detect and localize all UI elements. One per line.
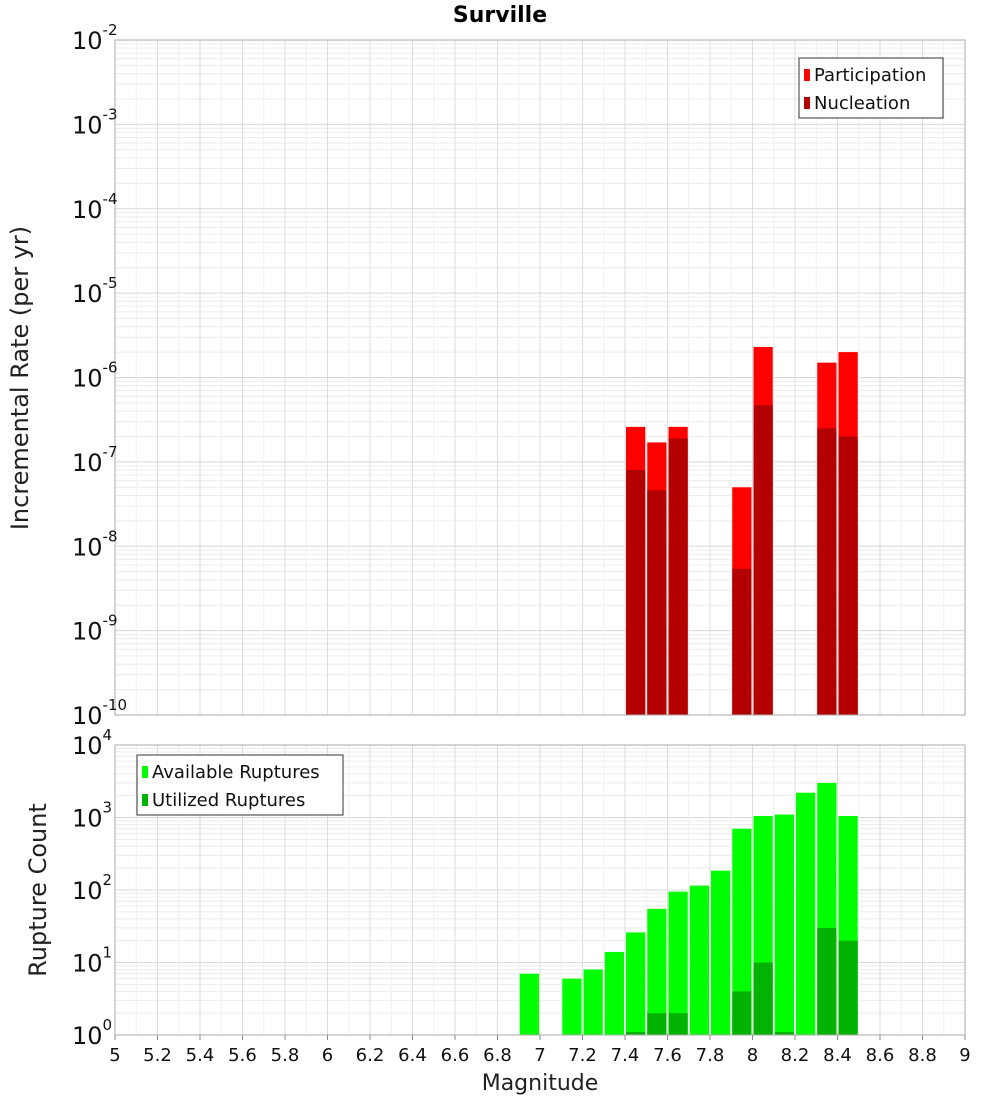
y-tick-label: 10-5 [72,274,118,308]
bar-utilized-ruptures [732,991,752,1035]
legend-box [798,57,944,119]
legend-label: Nucleation [814,93,910,114]
count-y-ticks: 100 101 102 103 104 [72,726,112,1050]
x-tick-label: 6.6 [441,1045,470,1066]
x-tick-label: 7.2 [568,1045,597,1066]
y-tick-label: 101 [72,944,112,978]
bar-nucleation [753,405,773,715]
x-axis-label: Magnitude [482,1071,599,1096]
bar-utilized-ruptures [838,940,858,1035]
legend-label: Participation [814,65,926,86]
bar-nucleation [732,568,752,715]
bar-nucleation [838,436,858,715]
y-tick-label: 10-4 [72,190,118,224]
legend-label: Utilized Ruptures [152,790,305,811]
x-tick-label: 7.8 [696,1045,725,1066]
bar-available-ruptures [626,932,646,1035]
bar-utilized-ruptures [817,927,837,1035]
bar-available-ruptures [689,885,709,1035]
bar-available-ruptures [732,828,752,1035]
x-tick-label: 6.8 [483,1045,512,1066]
count-y-axis-label: Rupture Count [24,803,52,977]
rate-bars [626,346,858,715]
magnitude-x-ticks: 5 5.2 5.4 5.6 5.8 6 6.2 6.4 6.6 6.8 7 7.2 7.4 7.6 7.8 8… [109,1035,971,1066]
x-tick-label: 7.4 [611,1045,640,1066]
x-tick-label: 8 [747,1045,758,1066]
bar-utilized-ruptures [626,1031,646,1035]
bar-available-ruptures [583,969,603,1035]
x-tick-label: 5.4 [186,1045,215,1066]
y-tick-label: 104 [72,726,112,760]
legend-label: Available Ruptures [152,762,320,783]
x-tick-label: 8.8 [908,1045,937,1066]
y-tick-label: 100 [72,1016,112,1050]
bar-available-ruptures [668,891,688,1035]
rate-plot-border [114,39,966,716]
rate-y-ticks: 10-10 10-9 10-8 10-7 10-6 10-5 10-4 10-3 10-2 [72,21,127,730]
x-tick-label: 5.6 [228,1045,257,1066]
count-legend: Available Ruptures Utilized Ruptures [136,754,344,816]
bar-available-ruptures [796,792,816,1035]
x-tick-label: 8.2 [781,1045,810,1066]
legend-swatch [142,766,148,778]
y-tick-label: 10-6 [72,359,118,393]
rate-y-axis-label: Incremental Rate (per yr) [6,226,34,530]
x-tick-label: 5.2 [143,1045,172,1066]
x-tick-label: 6.4 [398,1045,427,1066]
rate-legend: Participation Nucleation [798,57,944,119]
legend-swatch [804,97,810,109]
y-tick-label: 103 [72,799,112,833]
bar-utilized-ruptures [647,1013,667,1035]
legend-swatch [804,69,810,81]
bar-utilized-ruptures [753,962,773,1035]
chart-title: Surville [453,3,547,28]
bar-available-ruptures [711,870,731,1035]
bar-available-ruptures [562,978,582,1035]
count-bars [519,782,858,1035]
bar-available-ruptures [519,973,539,1035]
rate-gridlines [114,40,966,716]
x-tick-label: 5 [109,1045,120,1066]
y-tick-label: 10-2 [72,21,118,55]
bar-available-ruptures [774,814,794,1035]
legend-swatch [142,794,148,806]
y-tick-label: 10-10 [72,696,127,730]
x-tick-label: 8.4 [823,1045,852,1066]
bar-utilized-ruptures [774,1031,794,1035]
bar-utilized-ruptures [668,1013,688,1035]
x-tick-label: 7 [534,1045,545,1066]
y-tick-label: 10-8 [72,527,118,561]
count-panel: 100 101 102 103 104 5 5.2 5.4 5.6 5.8 6 6.2 6.4 6.6 6… [24,726,971,1096]
y-tick-label: 102 [72,871,112,905]
x-tick-label: 6.2 [356,1045,385,1066]
x-tick-label: 7.6 [653,1045,682,1066]
legend-box [136,754,344,816]
bar-nucleation [817,428,837,715]
x-tick-label: 9 [959,1045,970,1066]
y-tick-label: 10-9 [72,612,118,646]
rate-panel: 10-10 10-9 10-8 10-7 10-6 10-5 10-4 10-3 10-2 In… [6,21,966,730]
bar-available-ruptures [604,951,624,1035]
bar-available-ruptures [647,908,667,1035]
x-tick-label: 5.8 [271,1045,300,1066]
bar-nucleation [668,438,688,715]
y-tick-label: 10-3 [72,105,118,139]
bar-nucleation [647,490,667,715]
bar-nucleation [626,470,646,715]
y-tick-label: 10-7 [72,443,118,477]
x-tick-label: 8.6 [866,1045,895,1066]
x-tick-label: 6 [322,1045,333,1066]
